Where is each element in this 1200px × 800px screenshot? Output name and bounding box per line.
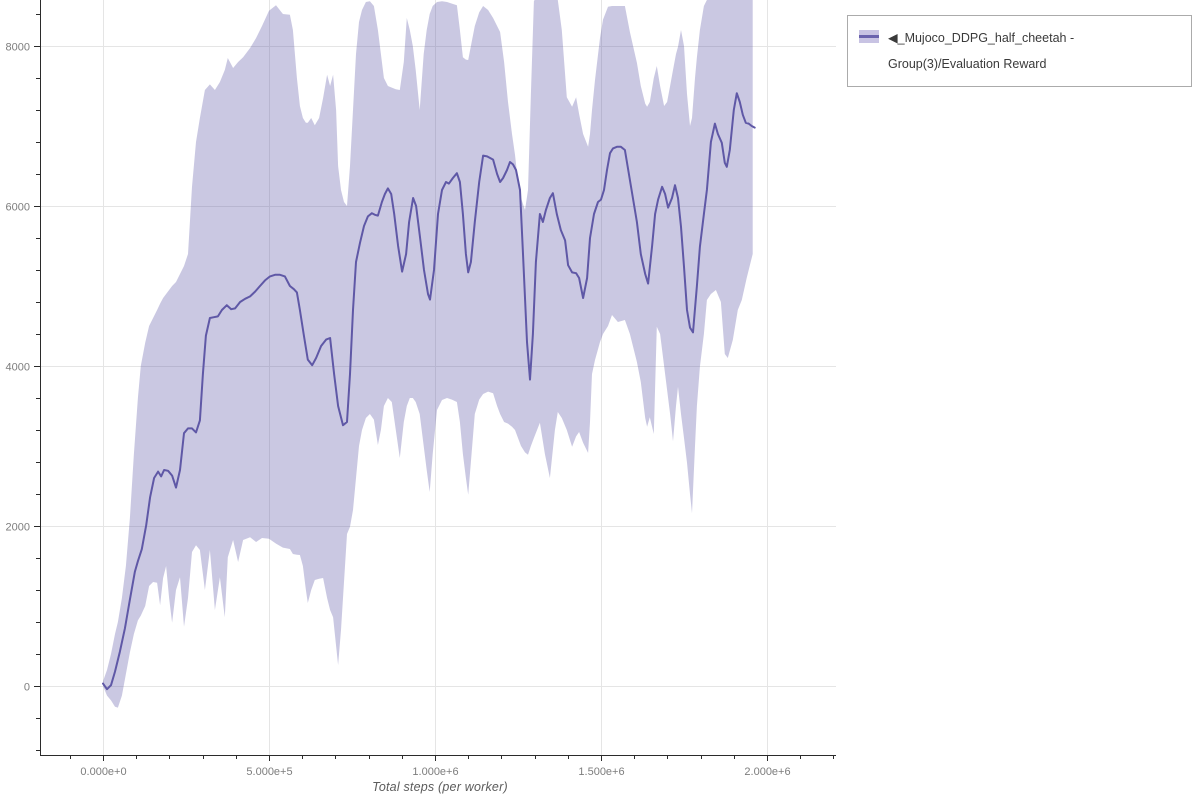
y-tick-label: 2000 — [6, 522, 30, 534]
legend-label: ◀_Mujoco_DDPG_half_cheetah - Group(3)/Ev… — [888, 31, 1075, 71]
x-axis-title: Total steps (per worker) — [372, 780, 508, 794]
mean-line — [102, 92, 756, 691]
legend-swatch-band — [859, 30, 879, 43]
x-tick-label: 1.000e+6 — [412, 766, 458, 778]
y-tick-label: 8000 — [6, 42, 30, 54]
y-tick-label: 0 — [24, 682, 30, 694]
axes — [40, 0, 836, 756]
y-tick-label: 4000 — [6, 362, 30, 374]
tick-labels: 0 2000 4000 6000 8000 0.000e+0 5.000e+5 1.000e+… — [6, 42, 791, 779]
y-tick-label: 6000 — [6, 202, 30, 214]
x-tick-label: 1.500e+6 — [578, 766, 624, 778]
legend-swatch-line — [859, 35, 879, 38]
x-tick-label: 5.000e+5 — [246, 766, 292, 778]
legend[interactable]: ◀_Mujoco_DDPG_half_cheetah - Group(3)/Ev… — [847, 15, 1192, 87]
ticks — [34, 14, 834, 761]
gridlines — [40, 0, 836, 755]
x-tick-label: 2.000e+6 — [744, 766, 790, 778]
confidence-band — [103, 0, 753, 708]
x-tick-label: 0.000e+0 — [80, 766, 126, 778]
